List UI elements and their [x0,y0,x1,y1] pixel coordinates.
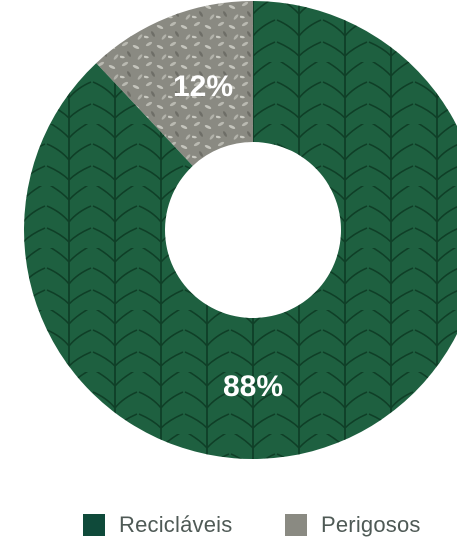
legend-item-perigosos: Perigosos [285,512,421,538]
legend-item-reciclaveis: Recicláveis [83,512,232,538]
legend-label-reciclaveis: Recicláveis [119,512,232,538]
donut-chart: 88% 12% [0,0,457,500]
data-label-perigosos: 12% [173,70,233,103]
legend: Recicláveis Perigosos [0,512,457,542]
legend-label-perigosos: Perigosos [321,512,421,538]
legend-swatch-reciclaveis [83,514,105,536]
data-label-reciclaveis: 88% [223,370,283,403]
legend-swatch-perigosos [285,514,307,536]
